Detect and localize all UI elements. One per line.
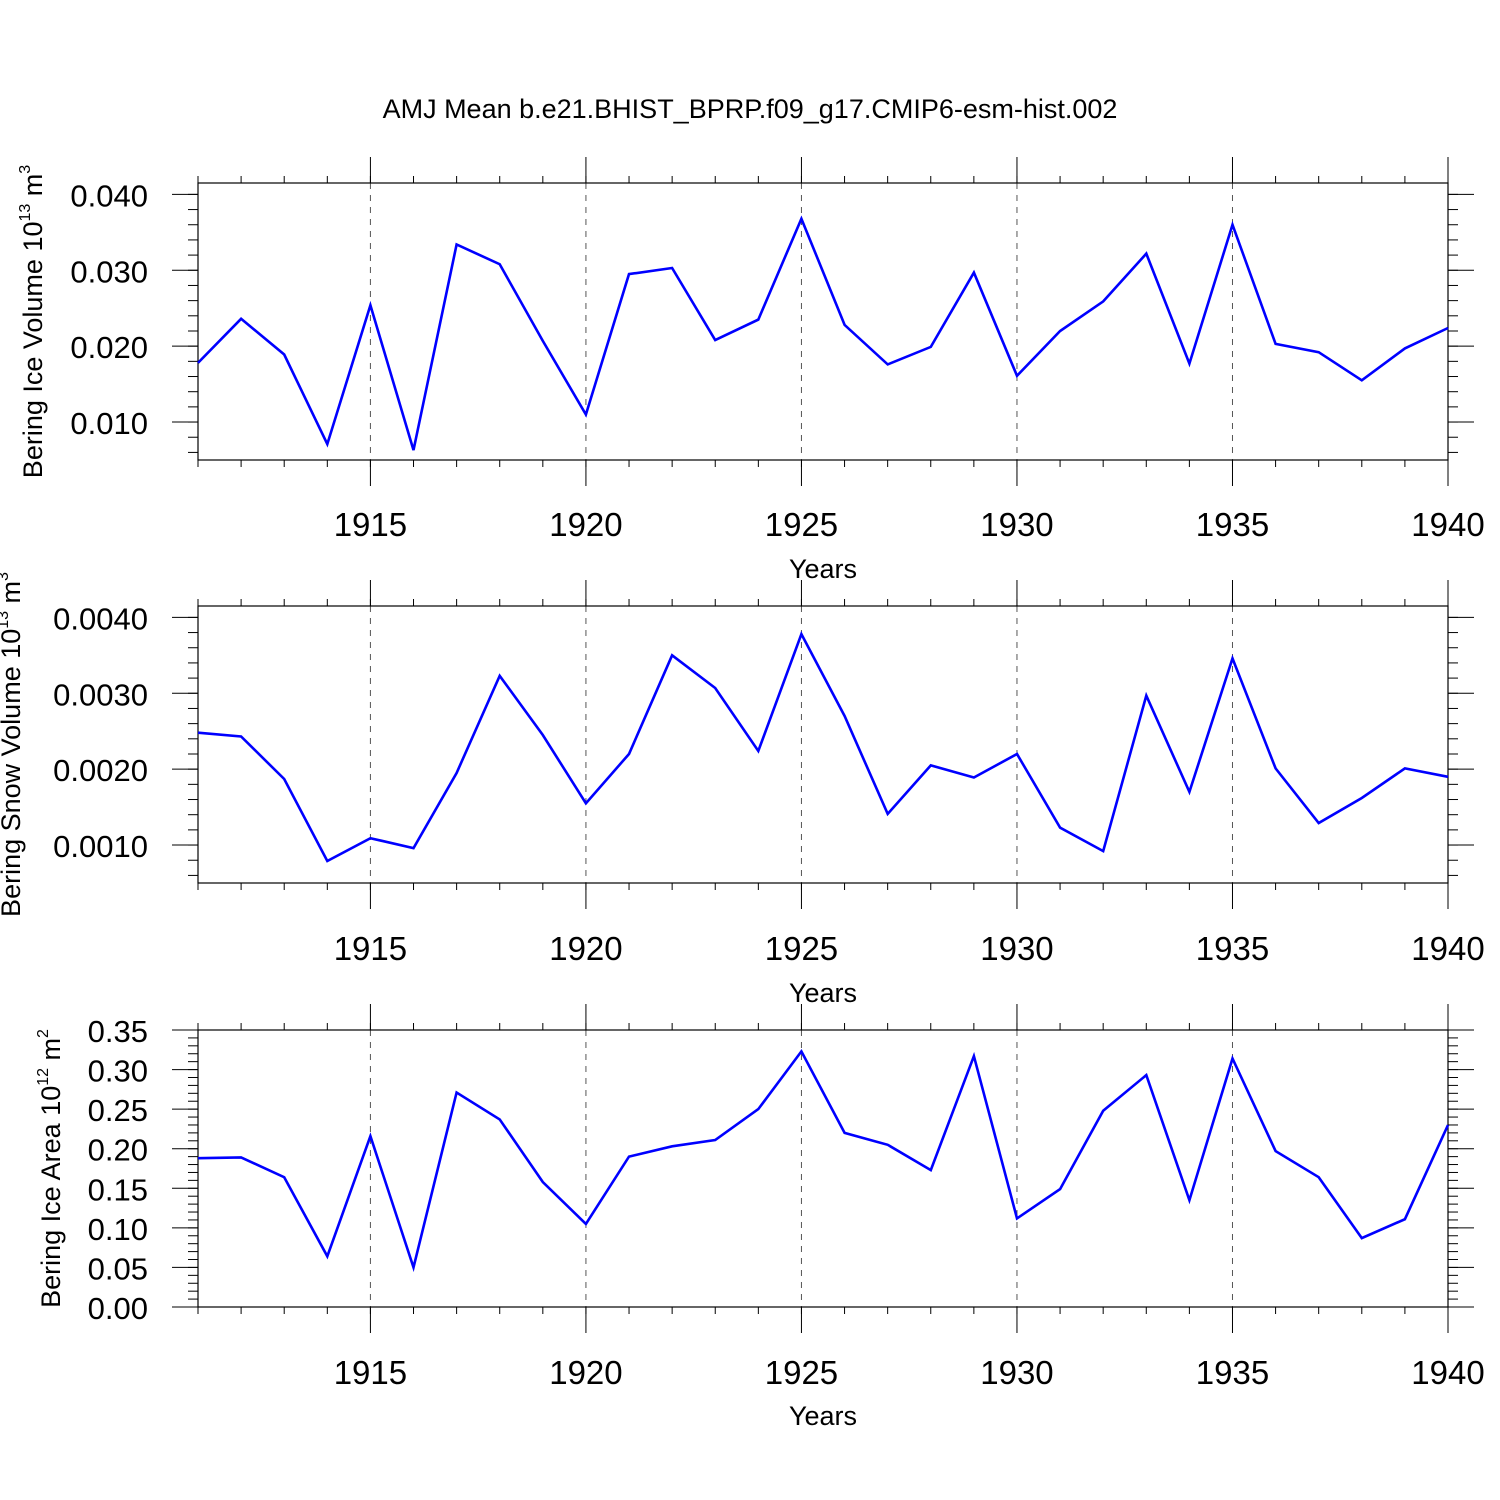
y-axis-label-superscript: 2 <box>35 1029 52 1038</box>
panel-3: 1915 1920 1925 1930 1935 1940 0.00 0.05 0.10 0.15… <box>35 1004 1485 1431</box>
y-axis-label-superscript: 3 <box>17 165 34 174</box>
y-tick-label: 0.30 <box>88 1054 148 1089</box>
x-tick-label: 1915 <box>334 930 407 967</box>
y-axis-label-part: Bering Snow Volume 10 <box>0 629 26 917</box>
data-line <box>197 215 1449 451</box>
data-line <box>197 630 1449 863</box>
y-axis-label-superscript: 12 <box>35 1068 52 1086</box>
panel-2: 1915 1920 1925 1930 1935 1940 0.0010 0.0020 0.00… <box>0 572 1485 1008</box>
panel-1: 1915 1920 1925 1930 1935 1940 0.010 0.020 0.030 0… <box>17 157 1485 584</box>
y-tick-label: 0.0030 <box>53 677 148 712</box>
x-axis-label: Years <box>789 554 857 584</box>
y-tick-label: 0.010 <box>70 406 148 441</box>
data-line <box>197 1048 1450 1273</box>
x-tick-label: 1935 <box>1196 1354 1269 1391</box>
x-tick-label: 1940 <box>1411 930 1484 967</box>
x-tick-label: 1930 <box>980 930 1053 967</box>
plot-frame <box>197 1029 1449 1308</box>
x-tick-label: 1930 <box>980 1354 1053 1391</box>
x-tick-label: 1915 <box>334 1354 407 1391</box>
x-tick-label: 1920 <box>549 506 622 543</box>
plot-frame <box>197 182 1449 461</box>
y-tick-label: 0.0040 <box>53 601 148 636</box>
y-axis-label: Bering Snow Volume 1013 m3 <box>0 572 26 917</box>
y-tick-label: 0.0010 <box>53 829 148 864</box>
y-axis-label-part: m <box>36 1038 66 1068</box>
x-axis-label: Years <box>789 1401 857 1431</box>
y-axis-label-part: Bering Ice Area 10 <box>36 1086 66 1308</box>
x-tick-label: 1920 <box>549 930 622 967</box>
y-tick-label: 0.040 <box>70 178 148 213</box>
y-axis-label-superscript: 13 <box>0 611 12 629</box>
y-axis-label-part: m <box>0 581 26 611</box>
y-tick-label: 0.0020 <box>53 753 148 788</box>
x-tick-label: 1920 <box>549 1354 622 1391</box>
y-tick-label: 0.20 <box>88 1133 148 1168</box>
y-axis-label-part: Bering Ice Volume 10 <box>18 222 48 479</box>
x-tick-label: 1940 <box>1411 506 1484 543</box>
y-tick-label: 0.15 <box>88 1172 148 1207</box>
x-tick-label: 1925 <box>765 930 838 967</box>
x-axis-label: Years <box>789 978 857 1008</box>
y-tick-label: 0.35 <box>88 1014 148 1049</box>
y-axis-label-part: m <box>18 174 48 204</box>
y-tick-label: 0.25 <box>88 1093 148 1128</box>
y-axis-label: Bering Ice Area 1012 m2 <box>35 1029 66 1308</box>
x-tick-label: 1925 <box>765 1354 838 1391</box>
y-tick-label: 0.00 <box>88 1291 148 1326</box>
y-tick-label: 0.05 <box>88 1251 148 1286</box>
y-tick-label: 0.020 <box>70 330 148 365</box>
y-axis-label-superscript: 13 <box>17 204 34 222</box>
y-tick-label: 0.10 <box>88 1212 148 1247</box>
x-tick-label: 1925 <box>765 506 838 543</box>
x-tick-label: 1935 <box>1196 506 1269 543</box>
y-axis-label: Bering Ice Volume 1013 m3 <box>17 165 48 478</box>
x-tick-label: 1915 <box>334 506 407 543</box>
x-tick-label: 1930 <box>980 506 1053 543</box>
y-tick-label: 0.030 <box>70 254 148 289</box>
y-axis-label-superscript: 3 <box>0 572 12 581</box>
plot-frame <box>197 605 1449 884</box>
x-tick-label: 1935 <box>1196 930 1269 967</box>
x-tick-label: 1940 <box>1411 1354 1484 1391</box>
chart-title: AMJ Mean b.e21.BHIST_BPRP.f09_g17.CMIP6-… <box>383 94 1118 124</box>
